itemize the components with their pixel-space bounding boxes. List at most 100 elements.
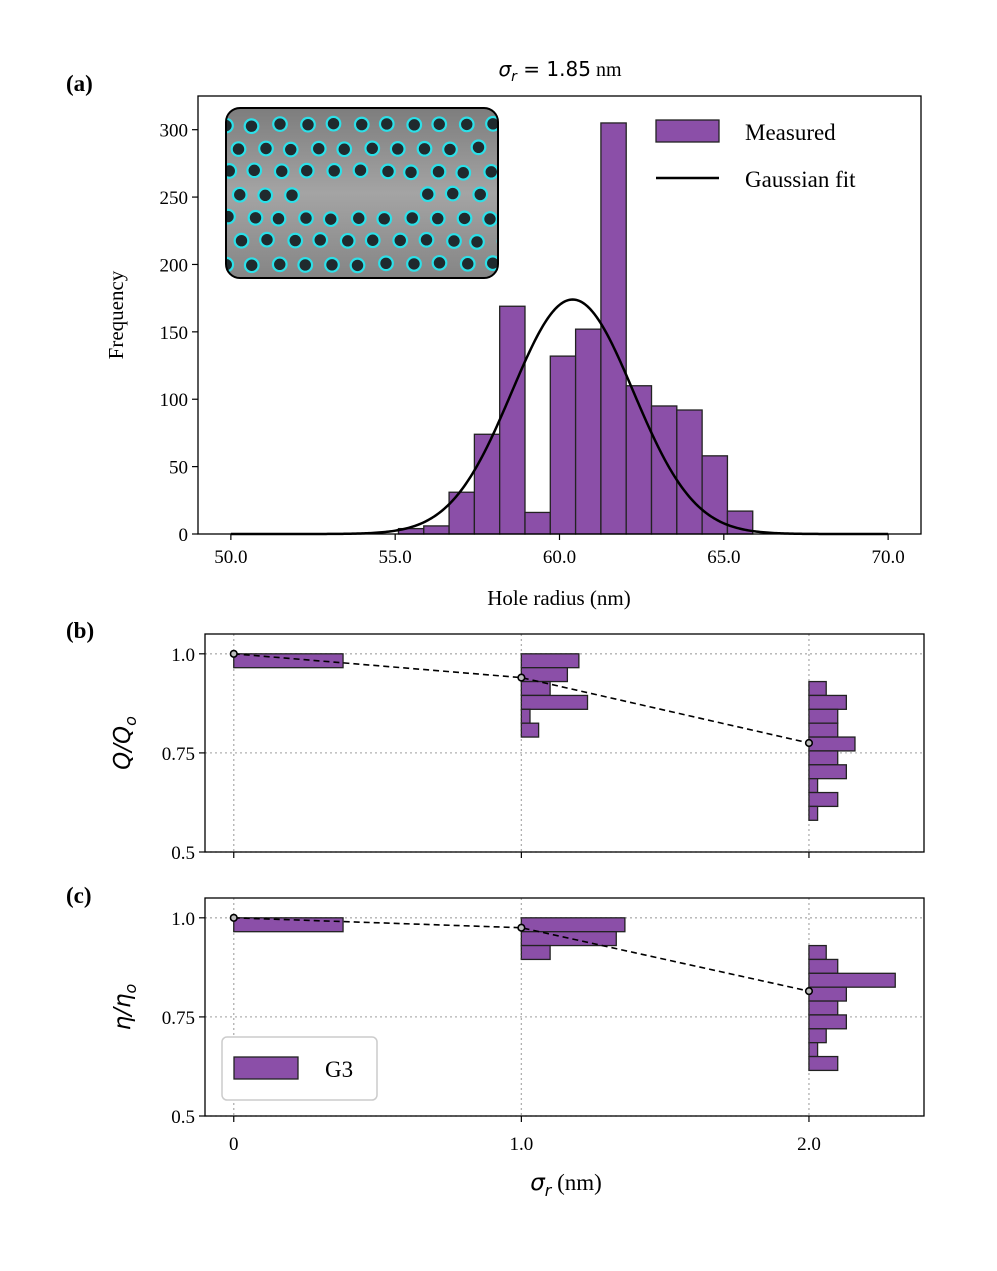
x-tick-label: 2.0	[797, 1134, 821, 1155]
inset-hole	[380, 163, 396, 180]
inset-hole	[497, 185, 498, 202]
inset-hole	[431, 116, 448, 133]
hist-bin-bar	[808, 1000, 839, 1016]
x-tick-label: 50.0	[214, 547, 247, 568]
inset-hole	[259, 231, 275, 248]
panel-a: (a) σr = 1.85 nm 50.0 55.0 60.0 65.0 70.0 0 5…	[66, 57, 922, 610]
inset-hole	[310, 140, 327, 157]
mean-trend-line	[233, 917, 810, 992]
legend-c-box	[221, 1036, 378, 1101]
inset-hole	[325, 115, 342, 132]
legend-measured-patch	[655, 119, 720, 143]
y-axis-label-c-main: η/η	[110, 993, 136, 1030]
inset-hole	[525, 140, 539, 154]
hist-bin-bar	[808, 680, 827, 697]
x-ticks-b	[233, 852, 810, 858]
hist-bin-bar	[808, 1042, 819, 1058]
hist-bin-bar	[520, 722, 540, 738]
inset-hole	[226, 208, 236, 225]
hist-bin-bar	[808, 736, 856, 752]
axes-frame-c	[204, 897, 925, 1117]
histogram-bar	[676, 409, 703, 535]
y-tick-label: 100	[160, 390, 189, 411]
legend-g3-label: G3	[325, 1057, 353, 1082]
hist-bin-bar	[520, 917, 626, 933]
inset-hole	[459, 255, 476, 272]
y-axis-label-b: Q/Qo	[110, 716, 140, 770]
panel-label-a: (a)	[66, 71, 93, 96]
inset-hole	[472, 186, 489, 203]
inset-hole	[484, 255, 498, 272]
title-a-unit: nm	[591, 59, 622, 81]
inset-hole	[444, 185, 461, 202]
inset-hole	[376, 210, 393, 227]
inset-hole	[500, 141, 514, 155]
inset-hole	[483, 163, 498, 180]
panel-label-c: (c)	[66, 883, 92, 908]
x-ticks-a: 50.0 55.0 60.0 65.0 70.0	[214, 534, 905, 568]
inset-hole	[482, 211, 498, 227]
inset-hole	[270, 210, 287, 227]
legend-c: G3	[221, 1036, 378, 1101]
y-axis-label-b-sub: o	[121, 716, 140, 726]
inset-hole	[326, 162, 343, 179]
y-tick-label: 0	[179, 525, 189, 546]
inset-hole	[469, 233, 485, 250]
inset-hole	[446, 233, 462, 249]
hist-bin-bar	[808, 722, 839, 738]
axes-frame-b	[204, 633, 925, 853]
histogram-bar	[650, 405, 678, 535]
inset-hole	[226, 117, 234, 134]
x-tick-label: 1.0	[509, 1134, 533, 1155]
inset-hole	[406, 256, 422, 272]
mean-point	[229, 649, 238, 658]
title-a: σr = 1.85 nm	[498, 57, 621, 85]
inset-hole	[247, 209, 264, 226]
inset-hole	[364, 232, 381, 249]
histogram-bar	[524, 511, 551, 535]
x-tick-label: 55.0	[379, 547, 412, 568]
inset-hole	[456, 210, 473, 227]
inset-hole	[514, 118, 528, 132]
hist-bin-bar	[808, 708, 839, 724]
inset-hole	[282, 141, 299, 158]
inset-hole	[431, 254, 448, 271]
hist-bin-bar	[808, 986, 847, 1002]
inset-hole	[246, 162, 263, 179]
legend-measured-label: Measured	[745, 120, 836, 145]
inset-hole	[233, 232, 250, 249]
hist-bin-bar	[808, 972, 896, 988]
x-axis-label-c: σr (nm)	[530, 1170, 602, 1200]
hist-bin-bar	[520, 931, 617, 947]
panel-b: (b) 0.5 0.75 1.0 Q/Qo	[66, 618, 925, 864]
mean-trend-line	[233, 653, 810, 744]
inset-hole	[522, 236, 536, 250]
inset-frame	[225, 107, 499, 279]
inset-hole	[350, 210, 367, 227]
inset-holes	[226, 115, 540, 274]
hist-bin-bar	[520, 708, 531, 724]
x-tick-label: 60.0	[543, 547, 576, 568]
histogram-bar	[423, 525, 450, 535]
inset-hole	[512, 210, 526, 224]
inset-hole	[298, 162, 315, 179]
inset-hole	[243, 118, 260, 135]
inset-hole	[526, 187, 540, 201]
inset-hole	[322, 211, 339, 228]
histogram-bars-b	[233, 653, 856, 821]
x-axis-label-c-sub: r	[545, 1181, 553, 1200]
inset-hole	[271, 256, 288, 273]
panel-c: (c) 0 1.0 2.0 0.5 0.75 1.0 η/ηo σr (nm) G3	[66, 883, 925, 1200]
hist-bin-bar	[233, 653, 344, 669]
x-axis-label-a: Hole radius (nm)	[487, 586, 630, 610]
sem-inset-image	[225, 107, 540, 279]
legend-a: Measured Gaussian fit	[655, 119, 856, 192]
hist-bin-bar	[808, 1028, 827, 1044]
x-tick-label: 0	[229, 1134, 239, 1155]
legend-g3-patch	[233, 1056, 299, 1080]
inset-hole	[284, 187, 300, 204]
inset-hole	[389, 141, 406, 157]
mean-point	[804, 987, 814, 996]
x-axis-label-c-unit: (nm)	[551, 1170, 601, 1195]
y-tick-label: 1.0	[171, 645, 195, 666]
